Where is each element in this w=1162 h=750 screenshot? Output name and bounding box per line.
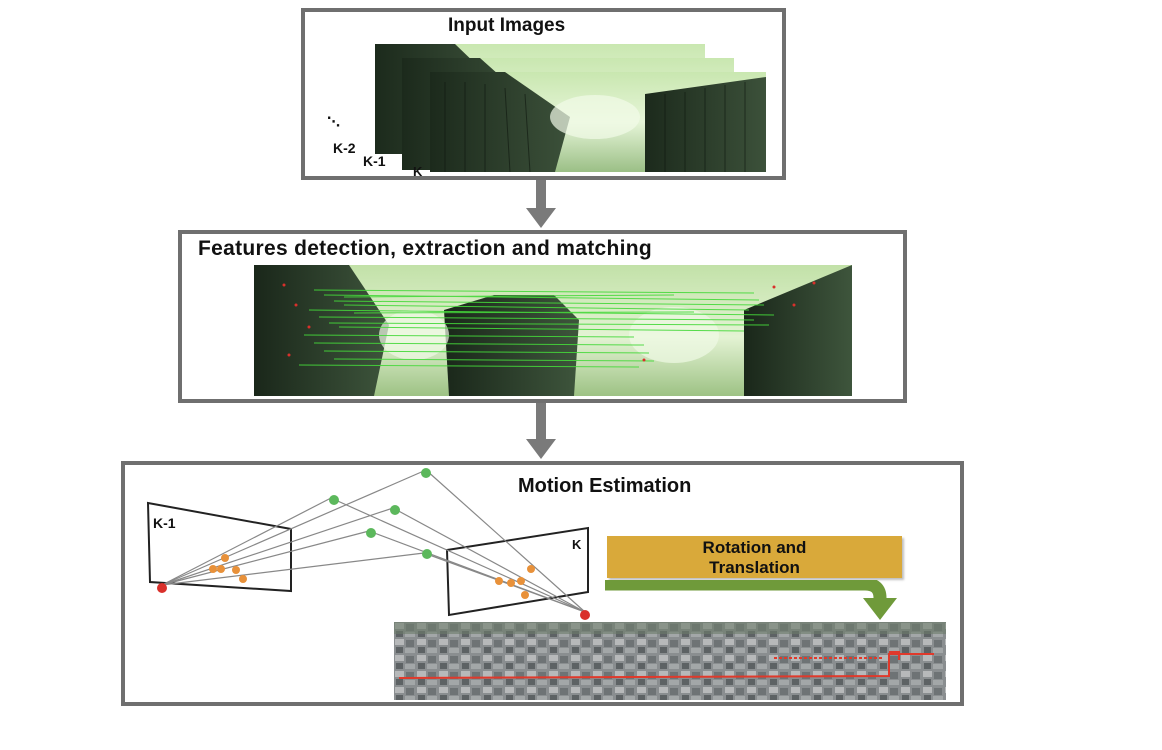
trajectory-map [394, 622, 946, 700]
frame-plane-k-minus-1 [146, 501, 292, 593]
result-arrow [605, 580, 897, 620]
rt-label-line-1: Rotation and [702, 538, 807, 557]
frame-k [430, 72, 766, 173]
epipolar-geometry-diagram [146, 468, 590, 620]
feature-match-lines [298, 289, 775, 368]
features-title: Features detection, extraction and match… [198, 237, 652, 260]
flow-arrow-1 [526, 180, 556, 228]
motion-estimation-panel: Motion Estimation [121, 461, 964, 706]
feature-matching-image [254, 265, 852, 396]
frame-plane-k [445, 526, 589, 617]
frame-label-k-minus-1: K-1 [363, 153, 386, 169]
motion-estimation-title: Motion Estimation [518, 475, 692, 497]
rotation-translation-box: Rotation and Translation [607, 536, 902, 578]
input-images-panel: Input Images [301, 8, 786, 180]
frame-label-k-minus-2: K-2 [333, 140, 356, 156]
frame-label-right: K [572, 537, 582, 552]
rt-label-line-2: Translation [709, 558, 800, 577]
feature-points [209, 554, 535, 599]
camera-center-k [580, 610, 590, 620]
trajectory-path [398, 651, 934, 679]
input-images-title: Input Images [448, 15, 566, 36]
world-points [329, 468, 432, 559]
frame-stack [375, 44, 766, 173]
ellipsis-label: ⋱ [327, 114, 340, 129]
frame-label-k: K [413, 164, 423, 179]
features-panel: Features detection, extraction and match… [178, 230, 907, 403]
frame-label-left: K-1 [153, 515, 176, 531]
flow-arrow-2 [526, 403, 556, 459]
camera-center-k-minus-1 [157, 583, 167, 593]
